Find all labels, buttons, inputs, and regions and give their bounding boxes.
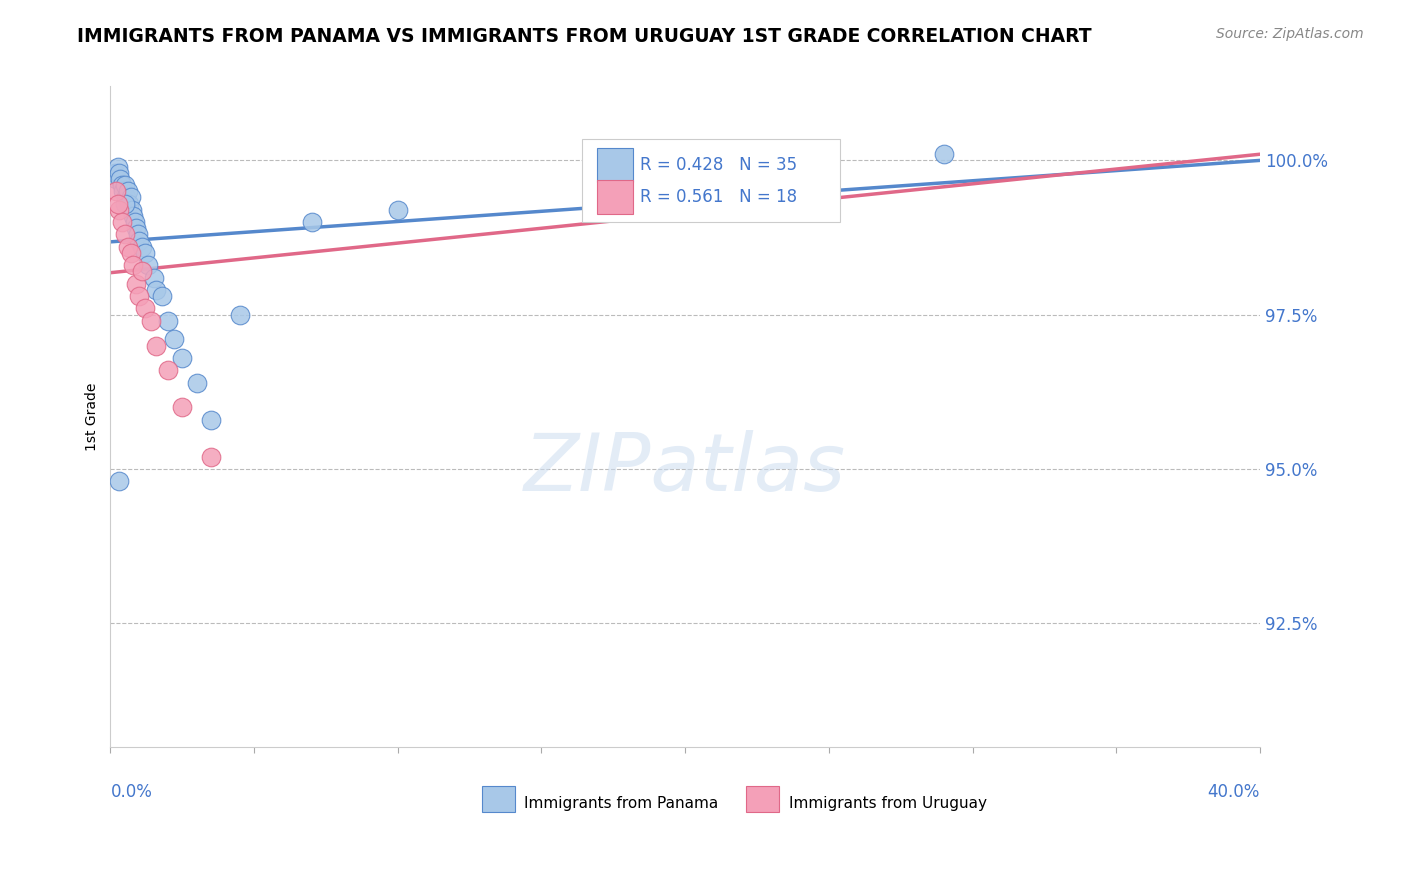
Point [145,338,167,352]
Point [125,221,148,235]
Text: Immigrants from Uruguay: Immigrants from Uruguay [789,796,987,811]
Point [127,227,149,242]
Point [125,277,148,291]
Text: Immigrants from Panama: Immigrants from Panama [524,796,718,811]
Text: ZIPatlas: ZIPatlas [524,430,846,508]
Point [117,240,139,254]
Point [117,184,139,198]
Point [120,246,142,260]
Point [142,270,165,285]
Point [105,172,128,186]
Text: R = 0.428   N = 35: R = 0.428 N = 35 [640,156,797,174]
Point [932,147,955,161]
Point [172,401,194,415]
FancyBboxPatch shape [482,786,515,812]
FancyBboxPatch shape [596,180,634,214]
Point [104,166,127,180]
Point [131,264,153,278]
Point [114,227,136,242]
Point [128,289,150,303]
FancyBboxPatch shape [596,148,634,183]
Text: 40.0%: 40.0% [1208,783,1260,801]
Text: Source: ZipAtlas.com: Source: ZipAtlas.com [1216,27,1364,41]
Point [114,196,136,211]
Point [120,190,142,204]
Point [124,215,146,229]
Point [145,283,167,297]
Point [105,184,128,198]
Point [110,172,132,186]
FancyBboxPatch shape [747,786,779,812]
Point [301,215,323,229]
Point [229,308,252,322]
Point [121,202,143,217]
Point [156,314,179,328]
Point [107,160,129,174]
Point [803,153,825,168]
Point [150,289,173,303]
Point [107,196,129,211]
Point [172,351,194,365]
Text: R = 0.561   N = 18: R = 0.561 N = 18 [640,188,797,206]
Point [108,166,131,180]
FancyBboxPatch shape [582,139,841,222]
Y-axis label: 1st Grade: 1st Grade [86,383,100,450]
Point [108,475,131,489]
Text: IMMIGRANTS FROM PANAMA VS IMMIGRANTS FROM URUGUAY 1ST GRADE CORRELATION CHART: IMMIGRANTS FROM PANAMA VS IMMIGRANTS FRO… [77,27,1092,45]
Point [118,196,141,211]
Point [108,202,131,217]
Point [200,412,222,426]
Point [186,376,208,390]
Point [122,258,145,272]
Point [128,234,150,248]
Point [114,178,136,192]
Point [387,202,409,217]
Point [200,450,222,464]
Point [111,215,134,229]
Point [134,246,156,260]
Point [111,178,134,192]
Point [115,190,138,204]
Point [122,209,145,223]
Point [139,314,162,328]
Point [131,240,153,254]
Point [134,301,156,316]
Point [136,258,159,272]
Point [156,363,179,377]
Point [112,184,135,198]
Text: 0.0%: 0.0% [111,783,152,801]
Point [162,332,184,346]
